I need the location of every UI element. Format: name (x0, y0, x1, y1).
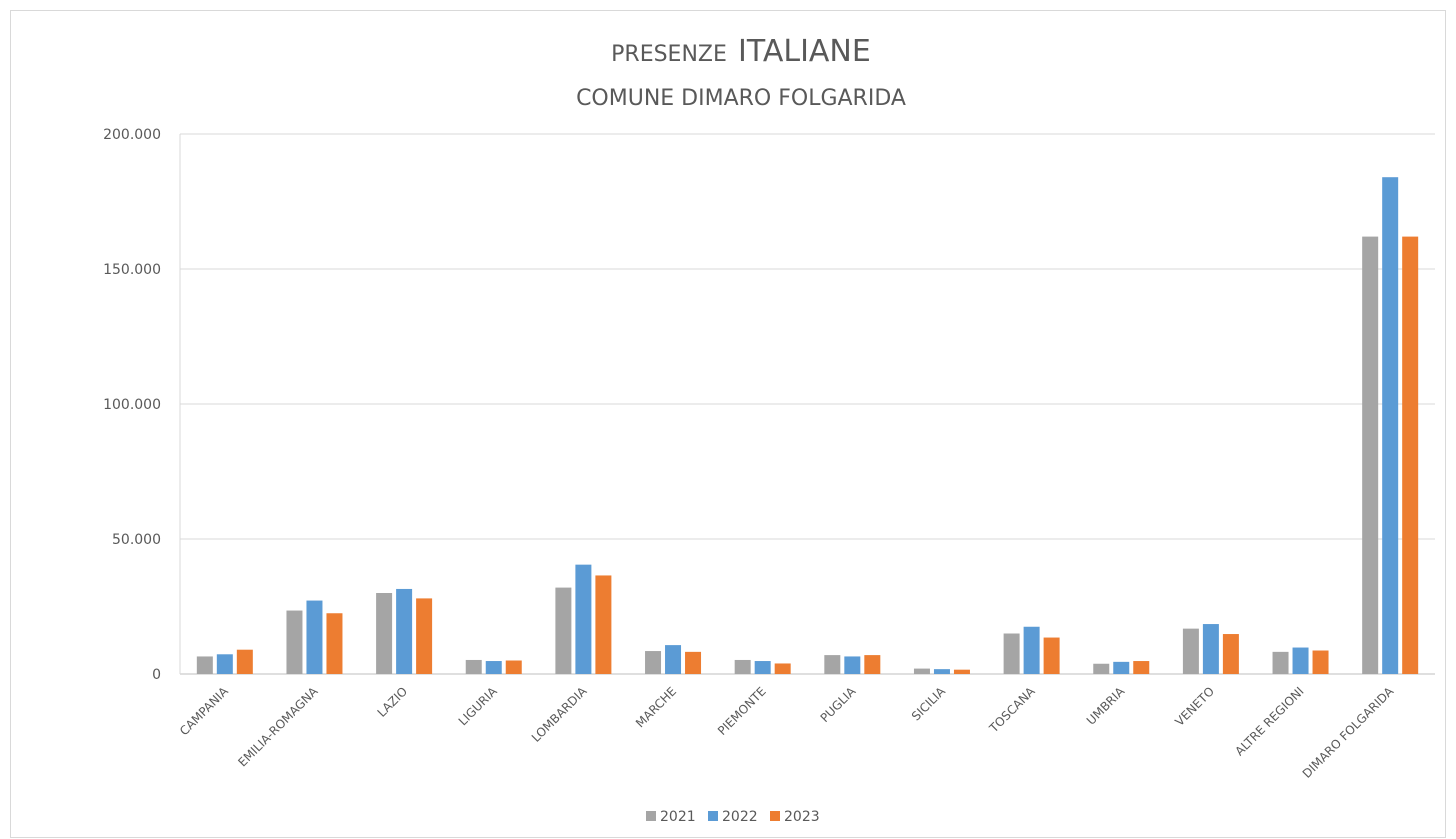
bar-2023-sicilia (953, 669, 970, 674)
chart-area: 0 50.000 100.000 150.000 200.000 CAMPANIA EMI… (10, 10, 1446, 838)
x-category-label: PIEMONTE (715, 684, 769, 738)
legend-swatch-2023 (770, 811, 780, 821)
bar-2021-lombardia (555, 587, 572, 674)
x-category-label: ALTRE REGIONI (1232, 684, 1306, 758)
x-category-label: PUGLIA (818, 684, 859, 725)
x-category-label: LAZIO (375, 684, 411, 720)
gridlines (179, 133, 1435, 675)
legend-swatch-2021 (646, 811, 656, 821)
legend-label-2021: 2021 (660, 809, 696, 825)
legend-label-2023: 2023 (784, 809, 820, 825)
bar-2023-lombardia (595, 575, 612, 674)
y-tick-label: 50.000 (112, 532, 161, 548)
legend-swatch-2022 (708, 811, 718, 821)
chart-svg: 0 50.000 100.000 150.000 200.000 CAMPANIA EMI… (103, 34, 1435, 825)
y-tick-label: 150.000 (103, 262, 161, 278)
legend: 2021 2022 2023 (646, 809, 820, 825)
bar-2023-piemonte (774, 663, 791, 674)
bar-2022-altre-regioni (1292, 647, 1309, 674)
bar-2022-puglia (844, 656, 861, 674)
chart-subtitle: COMUNE DIMARO FOLGARIDA (576, 86, 906, 111)
bar-2023-veneto (1222, 634, 1239, 674)
x-category-label: LOMBARDIA (529, 684, 590, 745)
bar-2021-veneto (1182, 628, 1199, 674)
bar-2023-dimaro-folgarida (1402, 236, 1419, 674)
bar-2021-puglia (824, 655, 841, 674)
x-category-label: UMBRIA (1084, 684, 1128, 728)
chart-title: PRESENZE ITALIANE (611, 34, 871, 69)
x-category-label: CAMPANIA (177, 684, 232, 739)
bar-2022-campania (216, 654, 233, 674)
chart-title-prefix: PRESENZE (611, 42, 727, 67)
bars (196, 177, 1419, 674)
bar-2023-campania (236, 649, 253, 674)
y-axis-ticks: 0 50.000 100.000 150.000 200.000 (103, 127, 161, 683)
bar-2022-toscana (1023, 626, 1040, 674)
bar-2021-altre-regioni (1272, 651, 1289, 674)
bar-2021-campania (196, 656, 213, 674)
x-axis-categories: CAMPANIA EMILIA-ROMAGNA LAZIO LIGURIA LOMBAR… (177, 684, 1397, 781)
y-tick-label: 100.000 (103, 397, 161, 413)
bar-2023-altre-regioni (1312, 650, 1329, 674)
chart-title-main: ITALIANE (738, 34, 871, 69)
x-category-label: VENETO (1172, 684, 1217, 729)
bar-2023-toscana (1043, 637, 1060, 674)
bar-2022-liguria (485, 661, 502, 674)
x-category-label: SICILIA (909, 684, 949, 724)
bar-2021-sicilia (913, 668, 930, 674)
x-category-label: TOSCANA (986, 684, 1038, 736)
x-category-label: DIMARO FOLGARIDA (1300, 684, 1397, 781)
bar-2021-lazio (376, 593, 393, 674)
x-category-label: LIGURIA (456, 684, 501, 729)
bar-2022-lombardia (575, 564, 592, 674)
bar-2022-umbria (1113, 661, 1130, 674)
bar-2023-lazio (416, 598, 433, 674)
bar-2022-emilia-romagna (306, 600, 323, 674)
bar-2023-marche (685, 651, 702, 674)
bar-2021-umbria (1093, 663, 1110, 674)
bar-2022-marche (665, 645, 682, 674)
bar-2021-liguria (465, 659, 482, 674)
bar-2023-umbria (1133, 661, 1150, 674)
y-tick-label: 200.000 (103, 127, 161, 143)
bar-2021-piemonte (734, 659, 751, 674)
bar-2023-puglia (864, 655, 881, 674)
bar-2023-emilia-romagna (326, 613, 343, 674)
x-category-label: EMILIA-ROMAGNA (235, 684, 321, 770)
y-tick-label: 0 (152, 667, 161, 683)
bar-2021-emilia-romagna (286, 610, 303, 674)
bar-2022-dimaro-folgarida (1382, 177, 1399, 674)
bar-2022-veneto (1202, 624, 1219, 674)
bar-2022-lazio (396, 588, 413, 674)
bar-2023-liguria (505, 660, 522, 674)
bar-2021-dimaro-folgarida (1362, 236, 1379, 674)
bar-2022-piemonte (754, 661, 771, 674)
bar-2021-marche (645, 651, 662, 674)
legend-label-2022: 2022 (722, 809, 758, 825)
bar-2021-toscana (1003, 633, 1020, 674)
x-category-label: MARCHE (633, 684, 679, 730)
bar-2022-sicilia (933, 669, 950, 674)
